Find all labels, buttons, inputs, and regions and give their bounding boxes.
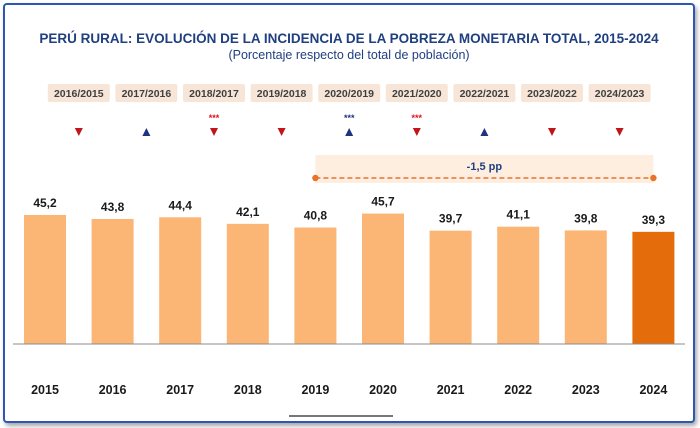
period-label: 2017/2016: [122, 88, 172, 100]
period-label: 2019/2018: [257, 88, 307, 100]
bar-2017: [159, 217, 202, 344]
significance-marker: ***: [209, 113, 220, 123]
bar-2021: [429, 230, 472, 344]
period-box: [115, 84, 178, 102]
period-label: 2022/2021: [460, 88, 510, 100]
period-box: [183, 84, 245, 102]
bar-2022: [497, 226, 540, 344]
down-arrow-icon: [615, 128, 624, 136]
period-box: [588, 84, 651, 102]
bar-2020: [362, 213, 404, 344]
up-arrow-icon: [345, 128, 354, 136]
period-label: 2016/2015: [54, 88, 104, 100]
value-label: 44,4: [169, 198, 193, 212]
year-label: 2016: [99, 383, 127, 397]
period-label: 2020/2019: [324, 88, 374, 100]
year-label: 2018: [234, 383, 262, 397]
chart-frame: PERÚ RURAL: EVOLUCIÓN DE LA INCIDENCIA D…: [3, 3, 695, 423]
value-label: 42,1: [236, 205, 260, 219]
year-label: 2017: [166, 383, 194, 397]
year-label: 2020: [369, 383, 397, 397]
bar-2024: [632, 231, 675, 344]
year-label: 2024: [639, 383, 667, 397]
value-label: 39,3: [642, 213, 666, 227]
value-label: 39,7: [439, 212, 463, 226]
bar-2015: [24, 215, 66, 344]
down-arrow-icon: [412, 128, 421, 136]
period-box: [318, 84, 381, 102]
period-box: [47, 84, 110, 102]
down-arrow-icon: [548, 128, 556, 136]
value-label: 40,8: [304, 209, 328, 223]
value-label: 45,7: [371, 195, 395, 209]
year-label: 2023: [572, 383, 600, 397]
value-label: 39,8: [574, 211, 598, 225]
chart-title: PERÚ RURAL: EVOLUCIÓN DE LA INCIDENCIA D…: [39, 31, 659, 46]
bar-2023: [564, 230, 607, 344]
year-label: 2021: [437, 383, 465, 397]
down-arrow-icon: [74, 128, 83, 136]
annotation-end-dot: [650, 174, 657, 182]
period-label: 2018/2017: [189, 88, 239, 100]
period-box: [385, 84, 448, 102]
significance-marker: ***: [344, 113, 355, 123]
bar-2018: [226, 223, 269, 344]
chart-subtitle: (Porcentaje respecto del total de poblac…: [228, 48, 470, 62]
value-label: 41,1: [507, 208, 531, 222]
annotation-label: -1,5 pp: [467, 161, 503, 173]
down-arrow-icon: [277, 128, 286, 136]
significance-marker: ***: [412, 113, 423, 123]
bar-2019: [294, 227, 337, 344]
year-label: 2015: [31, 383, 59, 397]
period-label: 2023/2022: [527, 88, 577, 100]
down-arrow-icon: [210, 128, 218, 136]
bar-chart: 2016/2015 2017/2016 2018/2017 *** 2019/2018 2…: [13, 84, 685, 417]
period-label: 2021/2020: [392, 88, 442, 100]
up-arrow-icon: [142, 128, 151, 136]
year-label: 2022: [504, 383, 532, 397]
period-box: [250, 84, 313, 102]
up-arrow-icon: [480, 128, 489, 136]
value-label: 43,8: [101, 200, 125, 214]
period-label: 2024/2023: [595, 88, 645, 100]
period-box: [521, 84, 583, 102]
period-box: [453, 84, 516, 102]
bar-2016: [91, 218, 134, 344]
annotation-start-dot: [312, 174, 319, 182]
year-label: 2019: [301, 383, 329, 397]
value-label: 45,2: [33, 196, 57, 210]
